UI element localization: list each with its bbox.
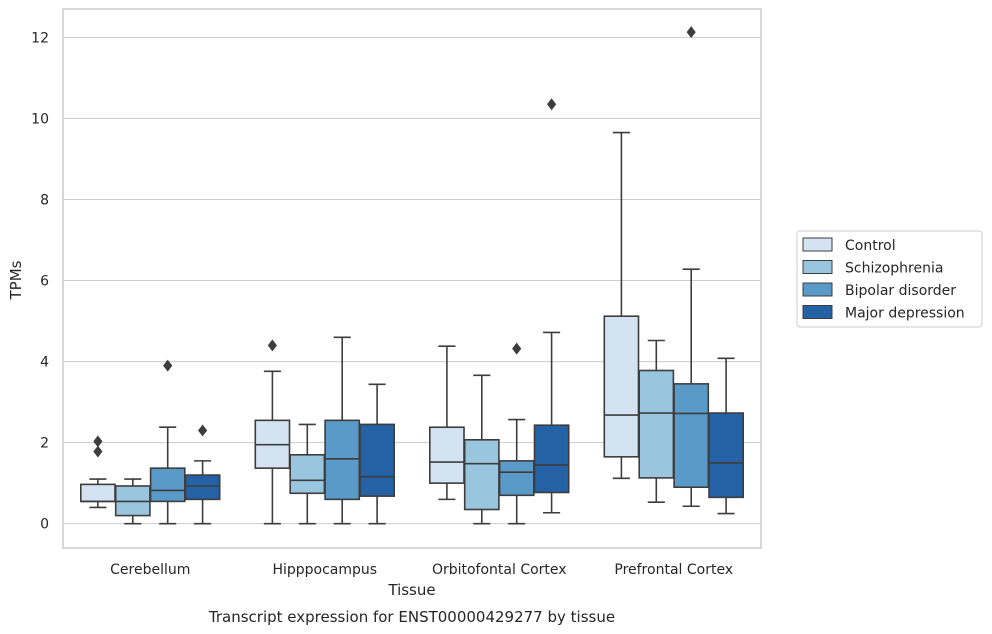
outlier-point xyxy=(547,98,557,111)
legend-label: Bipolar disorder xyxy=(845,283,956,299)
box-body xyxy=(184,474,221,501)
y-tick-label: 10 xyxy=(31,111,49,127)
series-schizophrenia xyxy=(114,339,675,525)
legend-swatch xyxy=(802,237,833,252)
box xyxy=(428,345,465,501)
box xyxy=(533,98,570,514)
box-body xyxy=(79,483,116,503)
y-axis-label: TPMs xyxy=(7,260,25,300)
box-body xyxy=(708,412,745,499)
x-tick-label: Cerebellum xyxy=(110,562,190,578)
y-tick-label: 8 xyxy=(40,192,49,208)
box xyxy=(254,339,291,525)
box xyxy=(79,435,116,509)
outlier-point xyxy=(198,424,208,437)
box xyxy=(498,342,535,525)
x-tick-label: Prefrontal Cortex xyxy=(614,562,733,578)
x-axis-label: Tissue xyxy=(387,581,435,599)
outlier-point xyxy=(267,339,277,352)
box-body xyxy=(673,383,710,489)
box-body xyxy=(428,426,465,484)
outlier-point xyxy=(163,359,173,372)
x-tick-label: Hipppocampus xyxy=(272,562,377,578)
box-body xyxy=(603,315,640,458)
legend-label: Control xyxy=(845,238,896,254)
box xyxy=(149,359,186,525)
box-body xyxy=(463,438,500,511)
box xyxy=(324,336,361,525)
box-body xyxy=(324,419,361,501)
box xyxy=(673,26,710,508)
y-tick-label: 0 xyxy=(40,517,49,533)
outlier-point xyxy=(512,342,522,355)
box xyxy=(603,131,640,480)
grid-lines xyxy=(63,36,761,525)
outlier-point xyxy=(93,445,103,458)
box xyxy=(708,357,745,515)
box xyxy=(359,383,396,525)
box xyxy=(114,478,151,525)
box-body xyxy=(289,453,326,495)
legend-label: Schizophrenia xyxy=(845,261,943,277)
box-body xyxy=(638,369,675,479)
series-major-depression xyxy=(184,98,745,525)
box xyxy=(638,339,675,504)
legend-swatch xyxy=(802,282,833,297)
box-body xyxy=(359,423,396,497)
outlier-point xyxy=(93,435,103,448)
legend-swatch xyxy=(802,260,833,274)
legend-frame xyxy=(796,230,983,328)
box xyxy=(463,374,500,525)
box-body xyxy=(533,424,570,494)
outlier-point xyxy=(686,26,696,39)
x-tick-labels: Cerebellum Hipppocampus Orbitofontal Corte… xyxy=(110,562,733,578)
legend-swatch xyxy=(802,305,833,319)
box-body xyxy=(498,460,535,497)
box-series-layer xyxy=(79,26,745,525)
chart-caption: Transcript expression for ENST0000042927… xyxy=(208,608,615,626)
y-tick-label: 12 xyxy=(31,30,49,46)
y-tick-labels: 0 2 4 6 8 10 12 xyxy=(31,30,49,532)
box xyxy=(289,423,326,525)
plot-frame xyxy=(62,8,762,549)
box xyxy=(184,424,221,525)
x-tick-label: Orbitofontal Cortex xyxy=(432,562,567,578)
legend: Control Schizophrenia Bipolar disorder Majo… xyxy=(796,230,983,328)
y-tick-label: 6 xyxy=(40,274,49,290)
y-tick-label: 2 xyxy=(40,436,49,452)
y-tick-label: 4 xyxy=(40,355,49,371)
box-body xyxy=(149,467,186,503)
legend-label: Major depression xyxy=(845,306,965,322)
series-bipolar-disorder xyxy=(149,26,710,525)
